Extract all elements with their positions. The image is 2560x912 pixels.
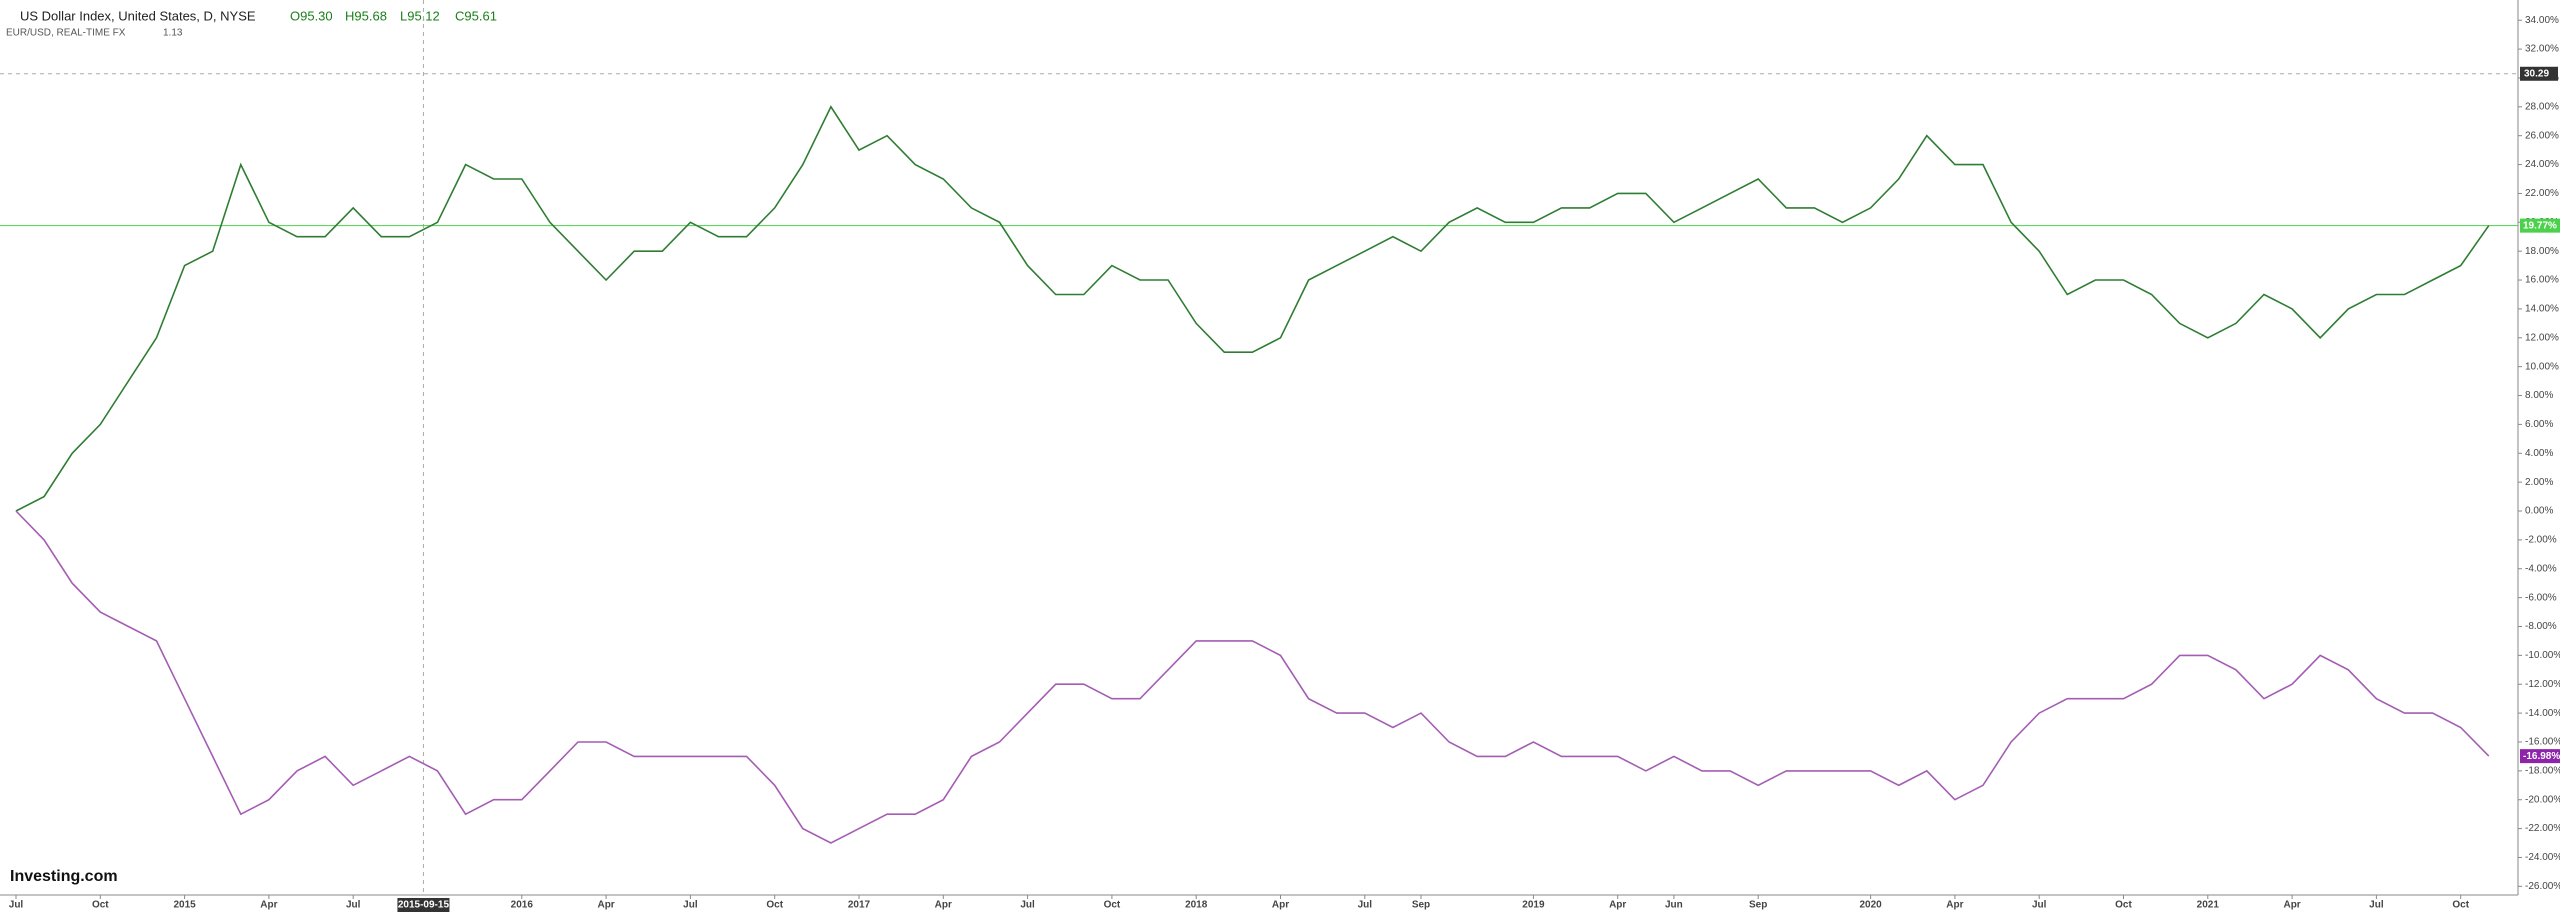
y-tick-label: -20.00% <box>2525 794 2560 805</box>
y-tick-label: -10.00% <box>2525 650 2560 661</box>
y-tick-label: -2.00% <box>2525 535 2557 546</box>
y-tick-label: -6.00% <box>2525 592 2557 603</box>
price-label-box <box>2520 749 2560 764</box>
compare-value: 1.13 <box>163 28 183 39</box>
x-tick-label: Oct <box>1104 900 1121 911</box>
x-tick-label: Apr <box>2283 900 2300 911</box>
x-tick-label: Apr <box>260 900 277 911</box>
y-tick-label: -24.00% <box>2525 852 2560 863</box>
x-tick-label: Oct <box>2452 900 2469 911</box>
x-tick-label: 2017 <box>848 900 871 911</box>
ohlc-open: O95.30 <box>290 8 333 23</box>
y-tick-label: 4.00% <box>2525 448 2553 459</box>
x-tick-label: Sep <box>1749 900 1767 911</box>
price-label: 19.77% <box>2523 220 2557 231</box>
series-line <box>15 105 2490 512</box>
x-tick-label: Jul <box>9 900 24 911</box>
x-tick-label: Apr <box>1946 900 1963 911</box>
crosshair-y-label: 30.29 <box>2524 68 2549 79</box>
y-tick-label: 0.00% <box>2525 506 2553 517</box>
y-tick-label: 34.00% <box>2525 15 2559 26</box>
x-tick-label: Oct <box>766 900 783 911</box>
y-tick-label: 10.00% <box>2525 361 2559 372</box>
y-tick-label: 2.00% <box>2525 477 2553 488</box>
x-tick-label: Sep <box>1412 900 1430 911</box>
y-tick-label: -12.00% <box>2525 679 2560 690</box>
y-tick-label: 18.00% <box>2525 246 2559 257</box>
x-tick-label: Jul <box>2032 900 2047 911</box>
x-tick-label: Oct <box>2115 900 2132 911</box>
price-label-box <box>2520 218 2560 233</box>
crosshair-y-box <box>2520 66 2558 81</box>
x-tick-label: Jul <box>2369 900 2384 911</box>
x-tick-label: 2015 <box>173 900 196 911</box>
logo: Investing.com <box>10 868 118 885</box>
y-tick-label: -4.00% <box>2525 563 2557 574</box>
y-tick-label: -8.00% <box>2525 621 2557 632</box>
y-tick-label: -26.00% <box>2525 881 2560 892</box>
x-tick-label: Jul <box>1020 900 1035 911</box>
ohlc-close: C95.61 <box>455 8 497 23</box>
y-tick-label: -18.00% <box>2525 765 2560 776</box>
x-tick-label: Oct <box>92 900 109 911</box>
x-tick-label: Jul <box>1358 900 1373 911</box>
x-tick-label: Jun <box>1665 900 1683 911</box>
ohlc-low: L95.12 <box>400 8 440 23</box>
crosshair-x-box <box>397 898 450 912</box>
x-tick-label: Apr <box>935 900 952 911</box>
ohlc-high: H95.68 <box>345 8 387 23</box>
y-tick-label: 26.00% <box>2525 130 2559 141</box>
x-tick-label: 2018 <box>1185 900 1208 911</box>
y-tick-label: 24.00% <box>2525 159 2559 170</box>
x-tick-label: 2019 <box>1522 900 1545 911</box>
y-tick-label: 8.00% <box>2525 390 2553 401</box>
y-tick-label: 32.00% <box>2525 44 2559 55</box>
price-label: -16.98% <box>2523 751 2560 762</box>
x-tick-label: 2016 <box>511 900 534 911</box>
y-tick-label: 16.00% <box>2525 275 2559 286</box>
compare-label: EUR/USD, REAL-TIME FX <box>6 28 126 39</box>
x-tick-label: 2021 <box>2197 900 2220 911</box>
x-tick-label: Jul <box>683 900 698 911</box>
chart-title: US Dollar Index, United States, D, NYSE <box>20 8 256 23</box>
y-tick-label: -16.00% <box>2525 737 2560 748</box>
y-tick-label: 6.00% <box>2525 419 2553 430</box>
x-tick-label: Apr <box>597 900 614 911</box>
y-tick-label: 28.00% <box>2525 101 2559 112</box>
x-tick-label: Apr <box>1609 900 1626 911</box>
x-tick-label: Apr <box>1272 900 1289 911</box>
y-tick-label: 22.00% <box>2525 188 2559 199</box>
y-tick-label: -14.00% <box>2525 708 2560 719</box>
x-tick-label: Jul <box>346 900 361 911</box>
y-tick-label: 14.00% <box>2525 304 2559 315</box>
crosshair-x-label: 2015-09-15 <box>398 900 450 911</box>
y-tick-label: 12.00% <box>2525 332 2559 343</box>
x-tick-label: 2020 <box>1859 900 1882 911</box>
y-tick-label: -22.00% <box>2525 823 2560 834</box>
series-line <box>15 510 2490 844</box>
